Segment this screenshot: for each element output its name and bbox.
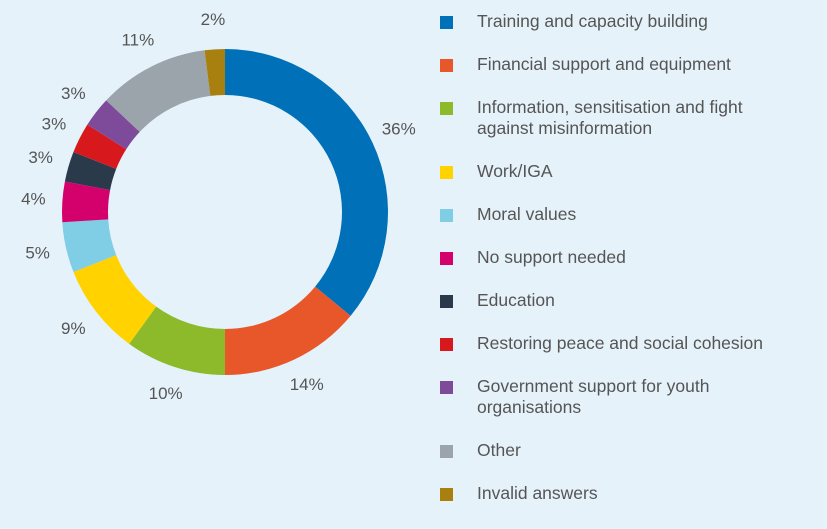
legend-item: Other <box>440 440 825 461</box>
legend-label: Other <box>477 440 521 460</box>
legend-label: Work/IGA <box>477 161 553 181</box>
legend-swatch <box>440 16 453 29</box>
data-label: 3% <box>61 84 86 103</box>
legend-swatch <box>440 488 453 501</box>
legend-item: Invalid answers <box>440 483 825 504</box>
donut-slice <box>129 306 225 375</box>
legend-label: Education <box>477 290 555 310</box>
donut-slice <box>87 100 140 150</box>
donut-slice <box>64 151 117 191</box>
data-label: 3% <box>42 114 67 133</box>
data-label: 36% <box>382 120 416 139</box>
data-label: 11% <box>121 30 154 49</box>
legend-item: Work/IGA <box>440 161 825 182</box>
legend-swatch <box>440 338 453 351</box>
data-label: 5% <box>25 243 50 262</box>
legend-label: Financial support and equipment <box>477 54 731 74</box>
legend-swatch <box>440 59 453 72</box>
legend-item: No support needed <box>440 247 825 268</box>
data-label: 14% <box>290 375 324 394</box>
legend-label: Moral values <box>477 204 577 224</box>
legend-swatch <box>440 295 453 308</box>
legend-label: Information, sensitisation and fight aga… <box>477 97 743 138</box>
legend-swatch <box>440 209 453 222</box>
legend-item: Government support for youth organisatio… <box>440 376 825 418</box>
legend: Training and capacity building Financial … <box>440 11 825 504</box>
legend-label: No support needed <box>477 247 626 267</box>
donut-slice <box>106 50 211 132</box>
donut-slice <box>225 286 351 375</box>
legend-item: Financial support and equipment <box>440 54 825 75</box>
donut-slice <box>225 49 388 316</box>
donut-slice <box>62 219 117 273</box>
legend-swatch <box>440 166 453 179</box>
legend-item: Training and capacity building <box>440 11 825 32</box>
legend-swatch <box>440 102 453 115</box>
data-label: 2% <box>201 10 226 29</box>
donut-slice <box>62 181 111 223</box>
legend-item: Restoring peace and social cohesion <box>440 333 825 354</box>
donut-slice <box>73 124 127 169</box>
legend-label: Training and capacity building <box>477 11 708 31</box>
donut-slice <box>204 49 225 96</box>
legend-item: Education <box>440 290 825 311</box>
data-label: 9% <box>61 319 86 338</box>
legend-item: Moral values <box>440 204 825 225</box>
legend-label: Restoring peace and social cohesion <box>477 333 764 353</box>
legend-item: Information, sensitisation and fight aga… <box>440 97 825 139</box>
legend-swatch <box>440 445 453 458</box>
data-label: 4% <box>21 189 46 208</box>
data-label: 3% <box>28 148 53 167</box>
donut-slice <box>73 255 157 344</box>
chart: 36% 14% 10% 9% 5% 4% 3% 3% 3% 11% 2% <box>21 10 416 403</box>
legend-swatch <box>440 252 453 265</box>
data-label: 10% <box>149 384 183 403</box>
legend-label: Invalid answers <box>477 483 598 503</box>
legend-swatch <box>440 381 453 394</box>
legend-label: Government support for youth organisatio… <box>477 376 710 417</box>
